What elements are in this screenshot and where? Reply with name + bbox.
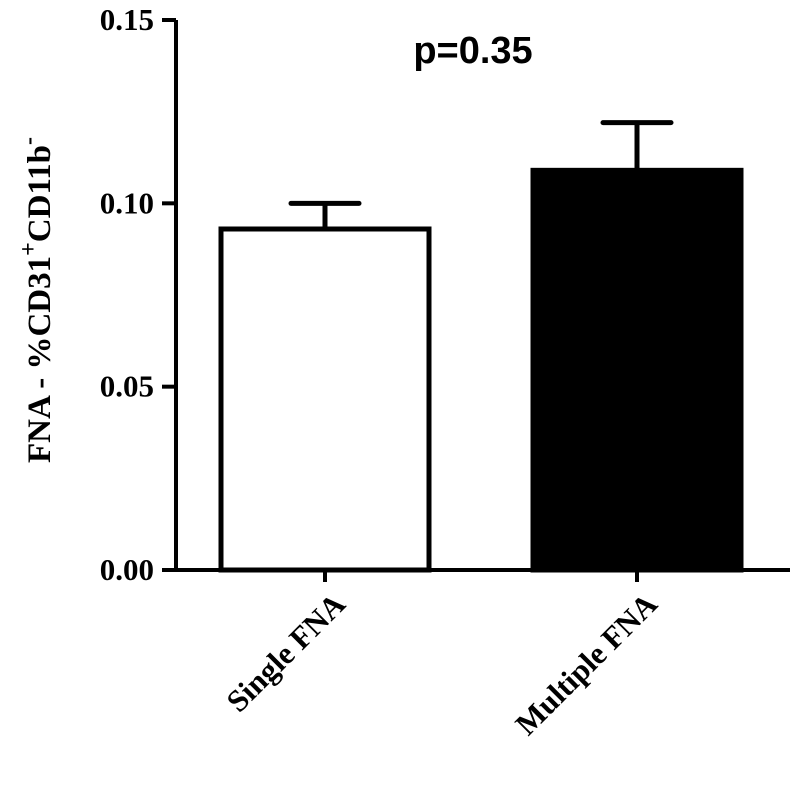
y-axis-title-sup-minus: - xyxy=(16,137,42,145)
error-bars-group xyxy=(288,120,674,229)
y-axis-title-main: FNA - %CD31 xyxy=(22,256,58,463)
y-axis-title-middle: CD11b xyxy=(22,145,58,242)
x-category-label: Single FNA xyxy=(219,586,352,719)
bar-multiple-fna xyxy=(530,167,744,573)
y-ticks-group: 0.00 0.05 0.10 0.15 xyxy=(100,2,176,587)
y-tick-label: 0.05 xyxy=(100,369,154,404)
p-value-annotation: p=0.35 xyxy=(413,30,532,72)
bar-single-fna xyxy=(218,226,432,573)
y-tick-label: 0.00 xyxy=(100,552,154,587)
y-axis-title-sup-plus: + xyxy=(16,242,42,256)
x-labels-group: Single FNA Multiple FNA xyxy=(219,586,664,742)
bars-group xyxy=(218,167,744,573)
x-category-label: Multiple FNA xyxy=(508,586,664,742)
x-ticks-group xyxy=(323,570,639,582)
y-axis-title: FNA - %CD31+CD11b- xyxy=(16,137,58,463)
y-tick-label: 0.15 xyxy=(100,2,154,37)
y-tick-label: 0.10 xyxy=(100,185,154,220)
